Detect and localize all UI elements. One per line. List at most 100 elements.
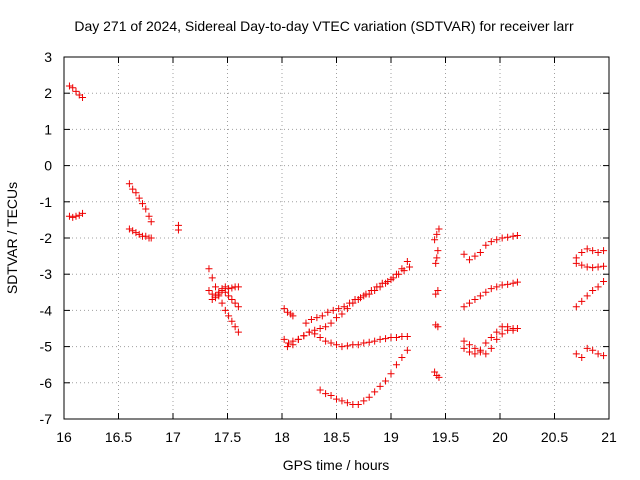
- data-point: [600, 262, 608, 270]
- data-point: [465, 299, 473, 307]
- data-point: [221, 283, 229, 291]
- data-point: [513, 325, 521, 332]
- data-point: [322, 323, 330, 331]
- x-tick-label: 21: [601, 429, 617, 445]
- data-point: [435, 373, 443, 381]
- data-point: [578, 353, 586, 361]
- data-point: [465, 256, 473, 264]
- data-point: [228, 317, 236, 325]
- data-point: [403, 346, 411, 354]
- data-point: [221, 306, 229, 314]
- data-point: [333, 314, 340, 322]
- data-point: [406, 263, 414, 271]
- data-point: [285, 339, 293, 347]
- x-tick-label: 20.5: [541, 429, 568, 445]
- data-point: [147, 234, 155, 242]
- data-point: [135, 194, 143, 202]
- series-arc-1a: [65, 82, 87, 102]
- data-point: [589, 286, 597, 294]
- y-tick-label: 1: [44, 121, 52, 137]
- data-point: [234, 328, 242, 336]
- series-arc-6d: [432, 321, 442, 331]
- data-point: [283, 308, 291, 316]
- data-point: [75, 211, 83, 219]
- data-point: [215, 288, 223, 296]
- data-point: [376, 335, 384, 343]
- data-point: [600, 277, 608, 285]
- series-arc-1b: [65, 209, 87, 221]
- data-point: [583, 245, 591, 253]
- data-point: [509, 232, 517, 240]
- data-point: [400, 267, 408, 275]
- data-point: [392, 361, 400, 369]
- data-point: [174, 226, 182, 234]
- data-point: [329, 306, 337, 314]
- data-point: [231, 299, 239, 307]
- data-point: [594, 350, 602, 358]
- data-point: [434, 286, 442, 294]
- data-point: [356, 294, 364, 302]
- data-point: [493, 236, 501, 244]
- data-point: [343, 305, 351, 313]
- y-tick-label: 0: [44, 158, 52, 174]
- data-point: [578, 248, 586, 256]
- data-point: [487, 344, 495, 352]
- data-point: [343, 399, 351, 407]
- data-point: [360, 339, 368, 347]
- data-point: [289, 341, 297, 349]
- data-point: [231, 323, 239, 331]
- data-point: [335, 305, 343, 313]
- data-point: [338, 310, 346, 318]
- data-point: [578, 261, 586, 269]
- data-point: [434, 247, 442, 255]
- data-point: [389, 274, 397, 282]
- data-point: [218, 285, 226, 293]
- series-arc-3: [174, 221, 182, 234]
- data-point: [460, 337, 468, 345]
- data-point: [132, 229, 140, 237]
- data-point: [387, 370, 395, 378]
- data-point: [482, 350, 490, 358]
- data-point: [513, 278, 521, 286]
- y-tick-label: -3: [40, 266, 53, 282]
- data-point: [280, 335, 288, 343]
- data-point: [79, 94, 87, 102]
- data-point: [572, 259, 580, 267]
- data-point: [493, 335, 501, 343]
- y-tick-label: -6: [40, 375, 53, 391]
- series-arc-4c: [208, 283, 242, 304]
- data-point: [132, 189, 140, 197]
- data-point: [600, 352, 608, 360]
- series-arc-8d: [572, 344, 608, 361]
- data-point: [371, 388, 379, 396]
- data-point: [316, 334, 324, 342]
- data-point: [283, 343, 291, 351]
- data-point: [589, 264, 597, 272]
- data-point: [234, 283, 242, 291]
- data-point: [324, 308, 332, 316]
- x-tick-label: 16: [56, 429, 72, 445]
- x-axis-label: GPS time / hours: [283, 457, 390, 473]
- data-point: [225, 292, 233, 300]
- data-point: [234, 303, 242, 311]
- data-point: [432, 259, 440, 267]
- data-point: [362, 290, 370, 298]
- data-point: [289, 312, 297, 320]
- data-point: [125, 180, 133, 188]
- data-point: [333, 341, 340, 349]
- series-arc-6b: [432, 247, 442, 267]
- data-point: [583, 292, 591, 300]
- series-arc-5b: [280, 305, 297, 320]
- data-point: [354, 401, 362, 409]
- y-tick-label: -7: [40, 411, 53, 427]
- data-point: [465, 341, 473, 349]
- x-tick-label: 18.5: [323, 429, 350, 445]
- y-tick-label: -4: [40, 302, 53, 318]
- data-point: [205, 286, 213, 294]
- data-point: [138, 200, 146, 208]
- data-point: [300, 332, 308, 340]
- data-point: [476, 248, 484, 256]
- data-point: [460, 250, 468, 258]
- data-point: [476, 346, 484, 354]
